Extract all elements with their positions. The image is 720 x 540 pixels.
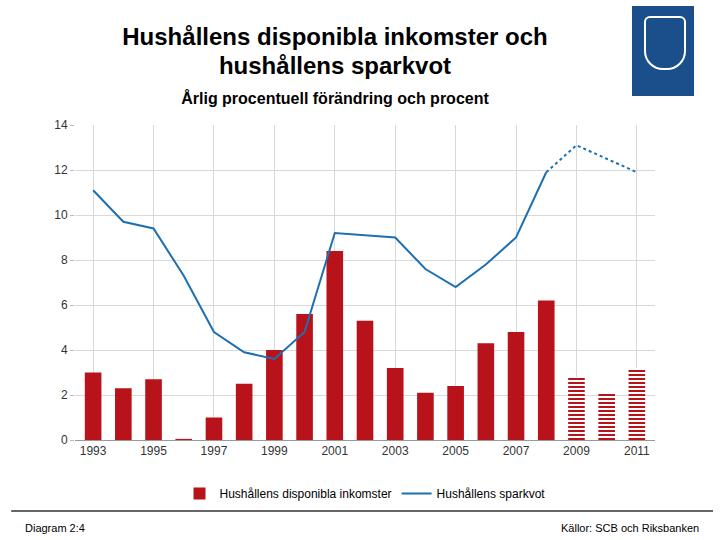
html-text:Årlig procentuell förändring o: Årlig procentuell förändring och procent [181, 90, 489, 107]
svg-text:14: 14 [54, 118, 68, 132]
svg-text:Diagram 2:4: Diagram 2:4 [25, 522, 85, 534]
svg-text:4: 4 [61, 343, 68, 357]
svg-text:2007: 2007 [503, 444, 530, 458]
html-text:Hushållens disponibla inkomste: Hushållens disponibla inkomster och hush… [122, 23, 548, 79]
svg-text:Hushållens sparkvot: Hushållens sparkvot [437, 487, 546, 501]
svg-text:8: 8 [61, 253, 68, 267]
svg-text:Källor: SCB och Riksbanken: Källor: SCB och Riksbanken [561, 522, 699, 534]
svg-text:2001: 2001 [321, 444, 348, 458]
svg-text:6: 6 [61, 298, 68, 312]
svg-text:10: 10 [54, 208, 68, 222]
svg-text:12: 12 [54, 163, 68, 177]
svg-text:2009: 2009 [563, 444, 590, 458]
svg-text:Hushållens disponibla inkomste: Hushållens disponibla inkomster [220, 487, 392, 501]
svg-text:2: 2 [61, 388, 68, 402]
svg-text:1997: 1997 [201, 444, 228, 458]
svg-text:2005: 2005 [442, 444, 469, 458]
svg-text:0: 0 [61, 433, 68, 447]
svg-text:1995: 1995 [140, 444, 167, 458]
svg-text:2003: 2003 [382, 444, 409, 458]
svg-text:2011: 2011 [624, 444, 650, 458]
svg-text:1993: 1993 [80, 444, 107, 458]
svg-text:1999: 1999 [261, 444, 288, 458]
